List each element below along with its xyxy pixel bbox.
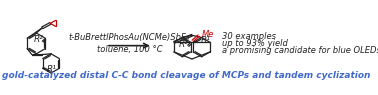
Text: R²: R² bbox=[178, 40, 188, 49]
Text: t-BuBrettlPhosAu(NCMe)SbF₆: t-BuBrettlPhosAu(NCMe)SbF₆ bbox=[69, 33, 190, 42]
Text: up to 93% yield: up to 93% yield bbox=[222, 39, 288, 48]
Text: toluene, 100 °C: toluene, 100 °C bbox=[96, 45, 162, 54]
Text: a promising candidate for blue OLEDs: a promising candidate for blue OLEDs bbox=[222, 46, 378, 55]
Text: R²: R² bbox=[34, 35, 43, 44]
Text: gold-catalyzed distal C-C bond cleavage of MCPs and tandem cyclization: gold-catalyzed distal C-C bond cleavage … bbox=[2, 72, 370, 80]
Text: Me: Me bbox=[201, 30, 214, 39]
Text: 30 examples: 30 examples bbox=[222, 32, 276, 41]
Text: R¹: R¹ bbox=[201, 36, 211, 45]
Text: R¹: R¹ bbox=[47, 65, 57, 74]
